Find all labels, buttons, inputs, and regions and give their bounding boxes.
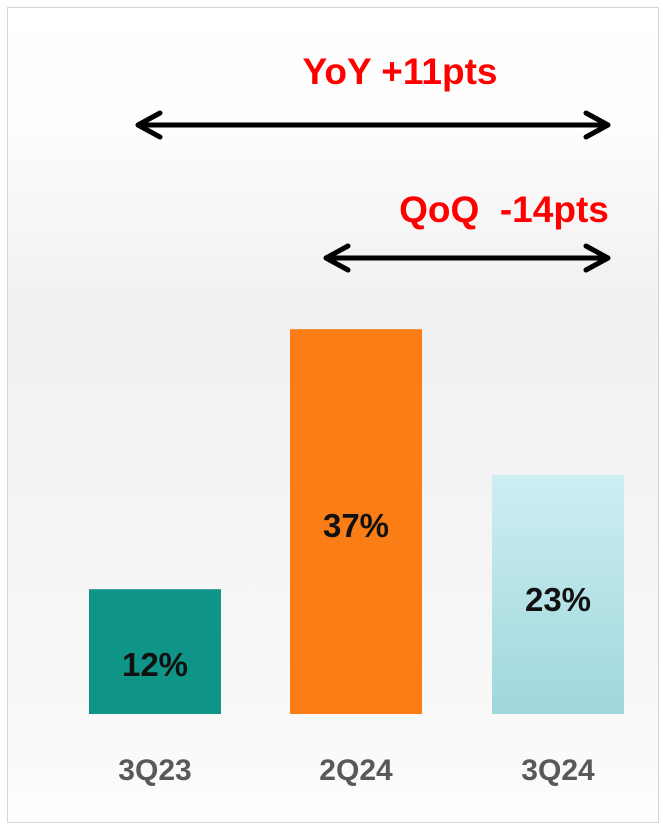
yoy-annotation: YoY +11pts [135,51,611,140]
bar-3q24 [492,474,624,714]
qoq-arrow-left-head [323,243,351,273]
yoy-arrow-right-head [583,110,611,140]
yoy-label: YoY +11pts [302,51,497,92]
x-tick-2q24: 2Q24 [319,754,393,787]
qoq-arrow-right-head [583,243,611,273]
data-label-3q23: 12% [122,646,188,683]
annotations-group: YoY +11pts QoQ -14pts [135,51,611,273]
data-label-3q24: 23% [525,581,591,618]
qoq-annotation: QoQ -14pts [323,189,611,273]
data-label-2q24: 37% [323,507,389,544]
x-tick-3q24: 3Q24 [521,754,595,787]
yoy-arrow-left-head [135,110,163,140]
bars-group [89,329,624,714]
data-labels-group: 12% 37% 23% [122,507,591,683]
x-tick-3q23: 3Q23 [118,754,191,787]
x-axis-ticks-group: 3Q23 2Q24 3Q24 [118,754,595,787]
bar-3q23 [89,589,221,714]
bar-2q24 [290,329,422,714]
qoq-label: QoQ -14pts [399,189,609,230]
